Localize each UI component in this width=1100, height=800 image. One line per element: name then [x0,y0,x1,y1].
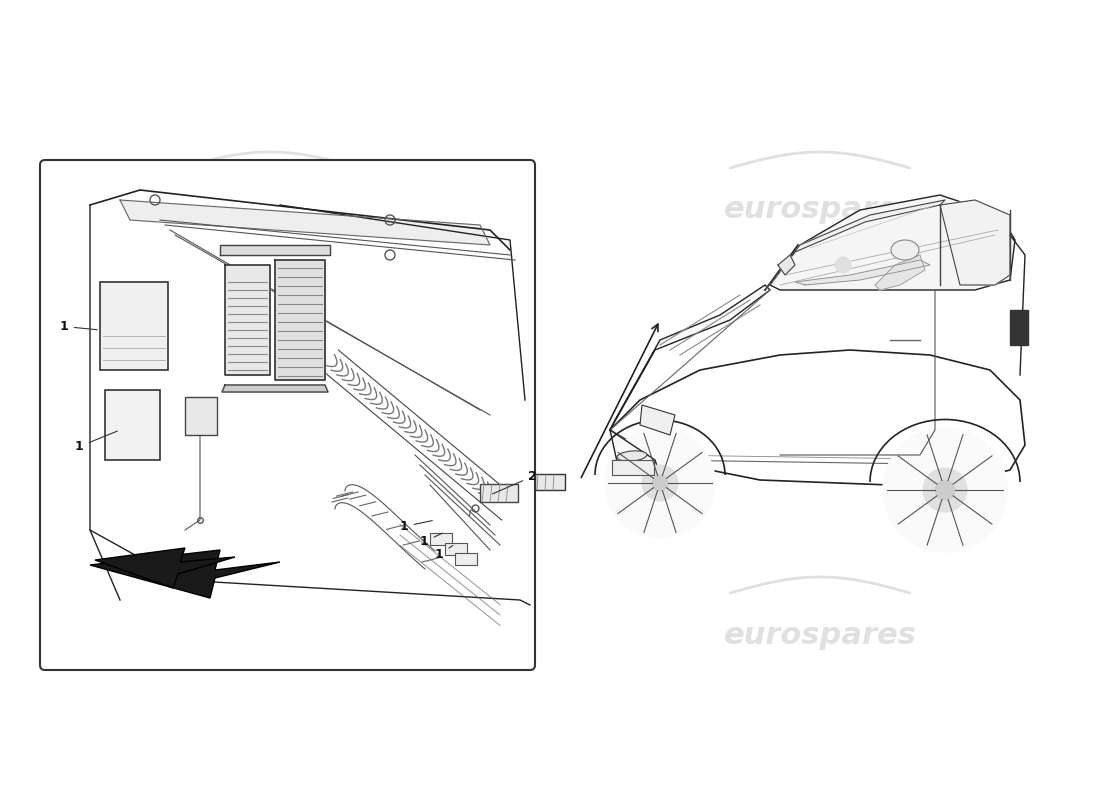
FancyBboxPatch shape [40,160,535,670]
Polygon shape [795,260,930,285]
Polygon shape [640,405,675,435]
Bar [430,533,452,545]
Bar [446,543,468,555]
Polygon shape [610,285,770,430]
Circle shape [835,257,851,273]
Text: eurospares: eurospares [724,621,916,650]
Bar [185,397,217,435]
Text: eurospares: eurospares [174,195,366,225]
Text: eurospares: eurospares [174,621,366,650]
Text: eurospares: eurospares [724,195,916,225]
Text: 1: 1 [434,546,453,561]
Bar [455,553,477,565]
Ellipse shape [891,240,918,260]
Text: 2: 2 [493,470,537,494]
Polygon shape [90,550,280,598]
Polygon shape [275,260,324,380]
Circle shape [883,428,1006,552]
Polygon shape [222,385,328,392]
Bar [535,474,565,490]
Bar [1010,310,1028,345]
Polygon shape [778,255,795,275]
Polygon shape [610,430,660,475]
Text: 1: 1 [60,320,97,333]
Polygon shape [940,200,1010,285]
Polygon shape [764,200,945,290]
Circle shape [923,468,967,512]
Text: 1: 1 [420,533,442,548]
Polygon shape [610,350,1025,485]
Polygon shape [220,245,330,255]
Circle shape [605,428,715,538]
Bar [104,390,160,460]
Circle shape [935,480,955,500]
Polygon shape [95,548,235,588]
Polygon shape [120,200,490,245]
Text: 1: 1 [400,520,432,533]
Circle shape [652,475,668,491]
Bar [100,282,168,370]
Circle shape [642,465,678,501]
Polygon shape [874,255,925,290]
Bar [612,460,654,475]
Polygon shape [226,265,270,375]
Ellipse shape [617,451,647,461]
Polygon shape [770,195,1015,290]
Bar [480,484,518,502]
Ellipse shape [617,463,647,473]
Text: 1: 1 [75,431,118,453]
